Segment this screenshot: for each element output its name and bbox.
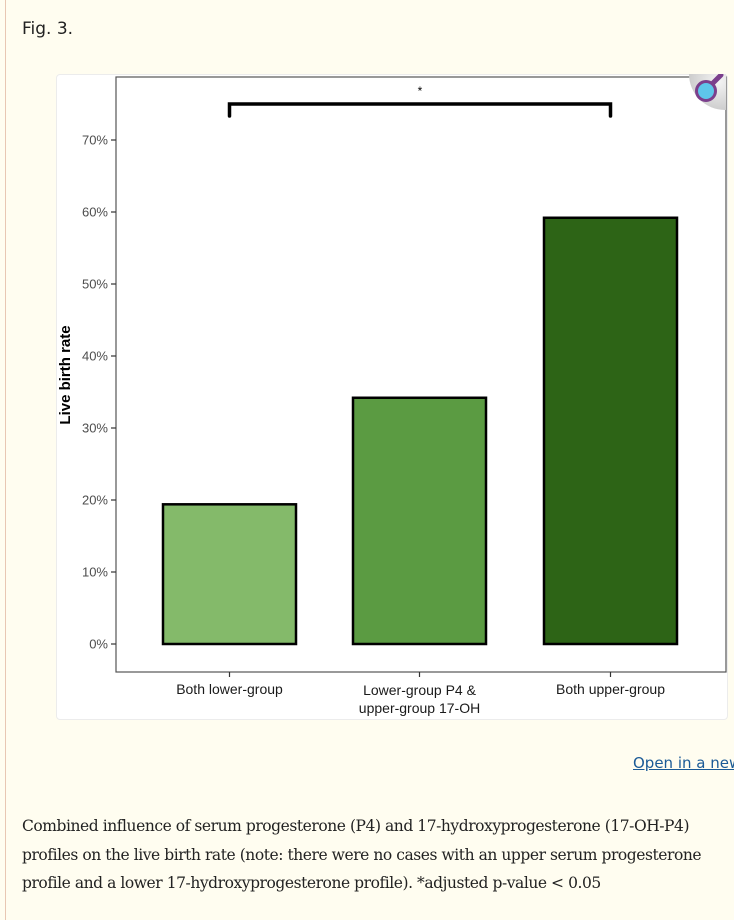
bars [161,216,679,646]
figure-caption: Combined influence of serum progesterone… [22,817,702,892]
open-in-new-tab-link[interactable]: Open in a new [633,754,734,772]
figure-label: Fig. 3. [22,19,74,39]
y-ticks: 0% 10% 20% 30% 40% 50% 60% 70% [82,133,116,652]
y-tick-label: 70% [82,133,108,148]
y-tick-label: 0% [89,637,108,652]
annotations: * [227,84,613,118]
y-tick-label: 30% [82,421,108,436]
y-tick-label: 50% [82,277,108,292]
axes [115,76,727,673]
y-tick-label: 40% [82,349,108,364]
plot-frame [115,76,727,673]
x-tick-label: Both upper-group [556,681,665,697]
magnifier-icon [695,72,724,102]
bar-2 [351,396,488,646]
bar-3 [542,216,679,646]
bar-chart: 0% 10% 20% 30% 40% 50% 60% 70% Both lower-group… [57,76,727,716]
y-tick-label: 10% [82,565,108,580]
x-tick-label: Both lower-group [176,681,283,697]
bar-1 [161,503,298,646]
y-axis-label: Live birth rate [57,325,74,424]
zoom-button[interactable] [689,72,726,110]
y-tick-label: 20% [82,493,108,508]
significance-bracket [227,102,613,118]
x-tick-label: Lower-group P4 & [363,682,477,698]
x-tick-label: upper-group 17-OH [359,700,480,716]
left-border [5,0,6,920]
x-ticks: Both lower-group Lower-group P4 & upper-gr… [176,672,665,716]
y-tick-label: 60% [82,205,108,220]
significance-star: * [418,84,423,98]
